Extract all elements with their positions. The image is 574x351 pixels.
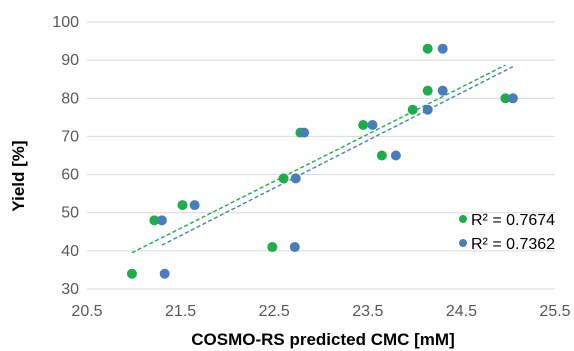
legend-label-series-1: R² = 0.7674: [471, 212, 555, 229]
legend: R² = 0.7674 R² = 0.7362: [459, 212, 555, 253]
data-point-series-1: [278, 173, 289, 184]
data-point-series-2: [159, 268, 170, 279]
x-tick-label: 25.5: [539, 303, 570, 320]
data-point-series-1: [149, 215, 160, 226]
y-tick-label: 50: [61, 205, 79, 222]
data-point-series-2: [290, 173, 301, 184]
y-tick-label: 100: [52, 14, 79, 31]
x-tick-label: 23.5: [352, 303, 383, 320]
data-point-series-2: [367, 119, 378, 130]
data-point-series-1: [376, 150, 387, 161]
data-point-series-2: [507, 93, 518, 104]
x-tick-label: 20.5: [71, 303, 102, 320]
data-point-series-2: [437, 85, 448, 96]
data-point-series-1: [422, 43, 433, 54]
data-point-series-1: [267, 242, 278, 253]
data-point-series-2: [437, 43, 448, 54]
data-point-series-2: [299, 127, 310, 138]
data-point-series-1: [126, 268, 137, 279]
data-point-series-1: [177, 200, 188, 211]
data-point-series-1: [422, 85, 433, 96]
data-point-series-1: [500, 93, 511, 104]
y-tick-label: 90: [61, 52, 79, 69]
trendline-series-2: [161, 66, 514, 246]
legend-marker-series-2: [459, 239, 467, 247]
tick-labels: 30 40 50 60 70 80 90 100 20.5 21.5 22.5 23.5 24.5 25.…: [52, 14, 570, 320]
y-tick-label: 40: [61, 243, 79, 260]
y-tick-label: 60: [61, 167, 79, 184]
x-tick-label: 21.5: [165, 303, 196, 320]
data-points: [126, 43, 518, 279]
x-axis-title: COSMO-RS predicted CMC [mM]: [191, 330, 455, 349]
data-point-series-2: [189, 200, 200, 211]
y-tick-label: 70: [61, 128, 79, 145]
data-point-series-2: [390, 150, 401, 161]
data-point-series-1: [407, 104, 418, 115]
trendline-series-1: [131, 64, 506, 254]
data-point-series-2: [156, 215, 167, 226]
trendlines: [131, 64, 514, 254]
legend-marker-series-1: [459, 215, 467, 223]
y-tick-label: 80: [61, 90, 79, 107]
data-point-series-2: [289, 242, 300, 253]
x-tick-label: 24.5: [446, 303, 477, 320]
y-axis-title: Yield [%]: [9, 140, 28, 211]
gridlines: [87, 21, 555, 290]
x-tick-label: 22.5: [259, 303, 290, 320]
legend-label-series-2: R² = 0.7362: [471, 236, 555, 253]
y-tick-label: 30: [61, 281, 79, 298]
data-point-series-1: [358, 119, 369, 130]
data-point-series-2: [422, 104, 433, 115]
